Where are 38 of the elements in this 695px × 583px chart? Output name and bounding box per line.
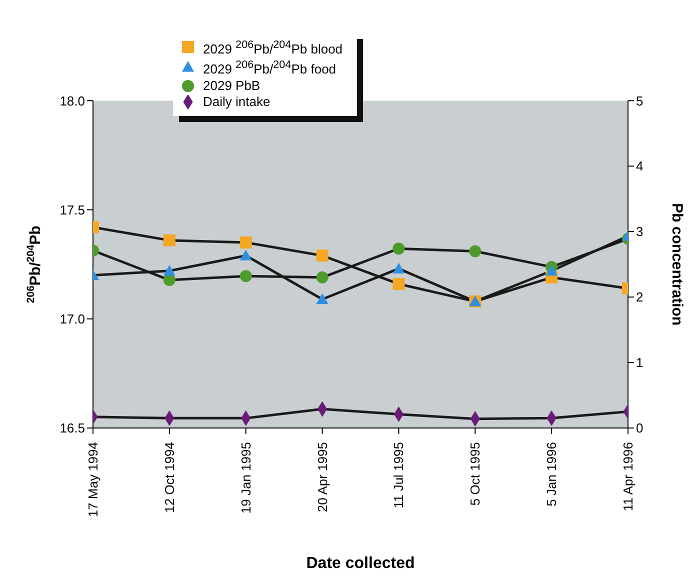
y-tick-label: 16.5 xyxy=(60,420,85,436)
point xyxy=(469,245,482,258)
point xyxy=(316,250,328,262)
x-tick-label: 12 Oct 1994 xyxy=(162,442,177,513)
point xyxy=(392,262,405,274)
point xyxy=(163,234,176,246)
point xyxy=(316,293,328,304)
x-tick-label: 11 Apr 1996 xyxy=(620,442,636,512)
y2-tick-label: 0 xyxy=(636,420,644,436)
point xyxy=(240,250,252,260)
point xyxy=(392,242,405,255)
x-tick-label: 5 Jan 1996 xyxy=(544,442,560,506)
y-tick-label: 18.0 xyxy=(60,93,85,108)
y2-axis-title: Pb concentration xyxy=(668,203,686,326)
x-tick-label: 19 Jan 1995 xyxy=(238,442,254,514)
point xyxy=(546,264,558,276)
x-tick-label: 11 Jul 1995 xyxy=(391,442,406,508)
y2-tick-label: 2 xyxy=(636,290,644,305)
point xyxy=(240,236,252,249)
point xyxy=(163,274,176,286)
point xyxy=(392,278,405,290)
y-tick-label: 17.0 xyxy=(60,312,85,326)
legend-label: 2029 $^{206}$Pb/$^{204}$Pb blood xyxy=(203,38,343,58)
legend-label: 2029 $^{206}$Pb/$^{204}$Pb food xyxy=(203,58,336,78)
y2-tick-label: 4 xyxy=(636,158,644,174)
y2-tick-label: 3 xyxy=(636,224,644,240)
x-axis-title: Date collected xyxy=(306,555,415,572)
x-tick-label: 5 Oct 1995 xyxy=(468,442,483,506)
y-tick-label: 17.5 xyxy=(60,202,85,218)
x-tick-label: 20 Apr 1995 xyxy=(314,442,330,512)
legend-label: 2029 PbB xyxy=(203,78,260,94)
x-tick-label: 17 May 1994 xyxy=(86,442,100,518)
point xyxy=(240,270,252,282)
y2-tick-label: 5 xyxy=(636,93,644,108)
legend-label: Daily intake xyxy=(203,94,270,110)
y2-tick-label: 1 xyxy=(636,355,644,370)
point xyxy=(316,271,328,284)
point xyxy=(163,264,176,276)
